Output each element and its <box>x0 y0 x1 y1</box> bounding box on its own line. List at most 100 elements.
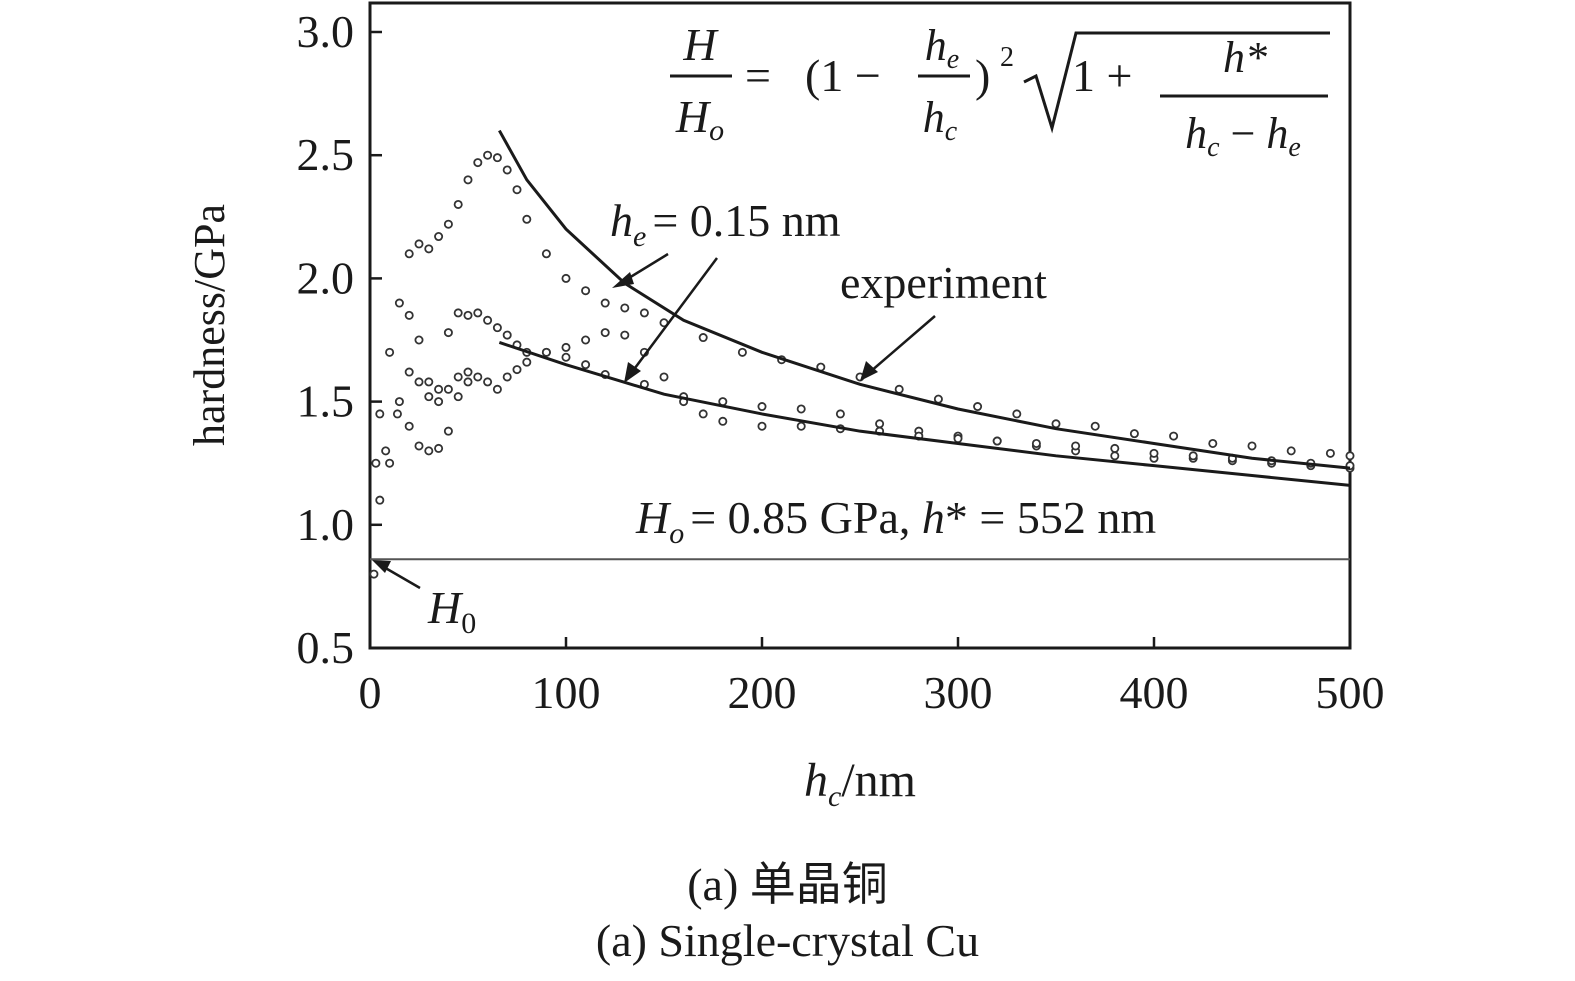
formula-frac-numerator: he <box>925 21 959 75</box>
formula-root-sign <box>1023 31 1330 134</box>
data-point <box>453 199 463 209</box>
data-point <box>659 372 669 382</box>
data-point <box>443 426 453 436</box>
data-point <box>796 421 806 431</box>
y-axis-title: hardness/GPa <box>185 204 234 446</box>
data-point <box>424 446 434 456</box>
y-axis-label: hardness/GPa <box>185 204 234 446</box>
data-point <box>453 308 463 318</box>
data-point <box>385 347 395 357</box>
x-tick-label: 300 <box>924 667 993 718</box>
data-point <box>875 419 885 429</box>
data-point <box>463 377 473 387</box>
data-point <box>933 394 943 404</box>
formula-root-numerator: h* <box>1223 33 1267 82</box>
data-point <box>414 441 424 451</box>
x-tick-label: 400 <box>1120 667 1189 718</box>
data-point <box>483 377 493 387</box>
data-point <box>1188 451 1198 461</box>
formula-annotation: H Ho = (1 − he hc ) 2 1 + h* hc − he <box>670 19 1330 163</box>
data-point <box>394 397 404 407</box>
figure-caption-chinese: (a) 单晶铜 <box>687 859 888 910</box>
data-point <box>404 249 414 259</box>
data-point <box>1325 448 1335 458</box>
data-point <box>620 303 630 313</box>
data-point <box>443 384 453 394</box>
y-tick-label: 2.0 <box>297 252 355 303</box>
y-tick-label: 2.5 <box>297 129 355 180</box>
data-point <box>424 392 434 402</box>
formula-power: 2 <box>1000 42 1014 73</box>
data-point <box>392 409 402 419</box>
data-point <box>371 458 381 468</box>
parameters-annotation: Ho = 0.85 GPa, h* = 552 nm <box>635 492 1156 550</box>
experiment-arrow <box>860 315 936 381</box>
axis-ticks: 0 100 200 300 400 500 0.5 1.0 1.5 2.0 2.5 3.0 <box>297 6 1385 718</box>
x-tick-label: 500 <box>1316 667 1385 718</box>
model-curve-5 <box>498 129 1351 470</box>
data-point <box>698 409 708 419</box>
he-annotation-label: he = 0.15 nm <box>610 195 841 253</box>
data-point <box>473 308 483 318</box>
data-point <box>385 458 395 468</box>
data-point <box>522 214 532 224</box>
data-point <box>561 352 571 362</box>
data-point <box>463 175 473 185</box>
data-point <box>561 273 571 283</box>
data-point <box>502 165 512 175</box>
data-point <box>434 397 444 407</box>
data-point <box>463 310 473 320</box>
data-point <box>1286 446 1296 456</box>
data-point <box>404 421 414 431</box>
experiment-annotation-label: experiment <box>840 257 1047 308</box>
formula-open: (1 − <box>805 50 881 101</box>
data-point <box>492 384 502 394</box>
data-point <box>1031 438 1041 448</box>
data-point <box>541 347 551 357</box>
h0-annotation-label: H0 <box>427 582 476 640</box>
data-point <box>1149 448 1159 458</box>
data-point <box>1110 443 1120 453</box>
data-point <box>443 328 453 338</box>
data-point <box>424 244 434 254</box>
data-point <box>796 404 806 414</box>
data-point <box>492 153 502 163</box>
data-point <box>698 333 708 343</box>
data-point <box>835 409 845 419</box>
data-point <box>424 377 434 387</box>
data-point <box>394 298 404 308</box>
formula-root-denominator: hc − he <box>1185 109 1301 163</box>
figure-caption-english: (a) Single-crystal Cu <box>595 915 980 966</box>
data-point <box>1169 431 1179 441</box>
data-point <box>1110 451 1120 461</box>
data-point <box>414 377 424 387</box>
model-curve-6 <box>498 341 1351 487</box>
data-point <box>600 298 610 308</box>
data-point <box>404 367 414 377</box>
x-tick-label: 100 <box>532 667 601 718</box>
data-point <box>512 365 522 375</box>
data-point <box>600 328 610 338</box>
data-point <box>434 443 444 453</box>
data-point <box>492 323 502 333</box>
data-point <box>973 402 983 412</box>
data-point <box>502 330 512 340</box>
data-point <box>414 239 424 249</box>
data-point <box>375 409 385 419</box>
data-point <box>483 315 493 325</box>
he-arrow-upper <box>612 252 669 288</box>
data-point <box>581 286 591 296</box>
formula-root-one: 1 + <box>1072 50 1132 101</box>
y-tick-label: 1.0 <box>297 499 355 550</box>
data-series <box>369 129 1355 579</box>
data-point <box>1090 421 1100 431</box>
data-point <box>522 357 532 367</box>
plot-frame <box>368 1 1352 650</box>
data-point <box>404 310 414 320</box>
data-point <box>414 335 424 345</box>
data-point <box>894 384 904 394</box>
y-tick-label: 0.5 <box>297 622 355 673</box>
data-point <box>453 372 463 382</box>
data-point <box>369 569 379 579</box>
data-point <box>502 372 512 382</box>
